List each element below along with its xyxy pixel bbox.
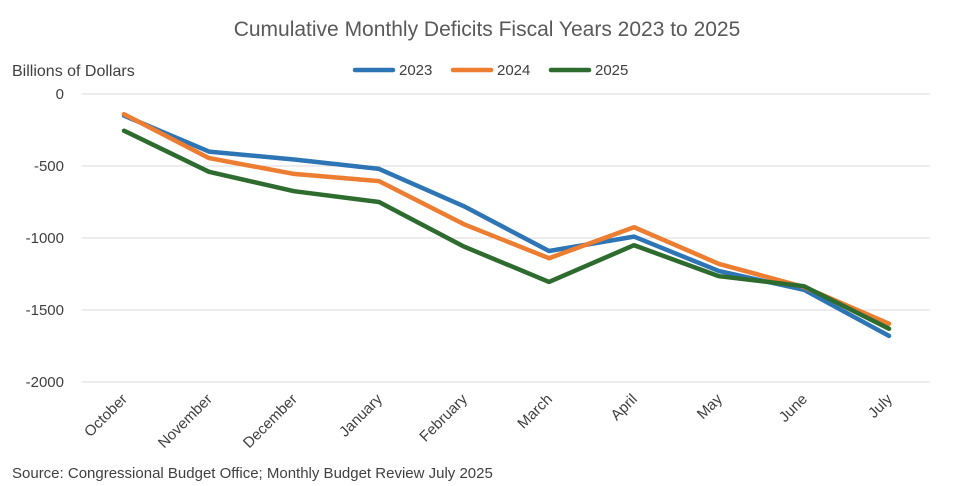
legend-label: 2024 xyxy=(497,62,530,79)
chart-title: Cumulative Monthly Deficits Fiscal Years… xyxy=(234,18,741,41)
series-line-2025 xyxy=(121,128,892,331)
legend-label: 2025 xyxy=(595,62,628,79)
series-line-2024 xyxy=(121,111,892,326)
series-line-2023 xyxy=(121,113,892,339)
y-axis-label: Billions of Dollars xyxy=(12,63,135,80)
source-note: Source: Congressional Budget Office; Mon… xyxy=(12,465,493,482)
y-tick-label: -1000 xyxy=(26,230,64,247)
y-tick-label: -2000 xyxy=(26,374,64,391)
x-axis-ticks: October November December January February Ma… xyxy=(81,390,896,451)
legend-label: 2023 xyxy=(399,62,432,79)
y-tick-label: 0 xyxy=(56,86,64,103)
x-tick-label: May xyxy=(694,390,726,422)
x-tick-label: January xyxy=(336,390,386,440)
legend: 2023 2024 2025 xyxy=(352,62,628,79)
series-lines xyxy=(121,111,892,339)
x-tick-label: June xyxy=(776,391,811,426)
x-tick-label: July xyxy=(865,390,896,421)
x-tick-label: December xyxy=(240,391,301,452)
x-tick-label: October xyxy=(81,391,131,441)
x-tick-label: February xyxy=(416,390,471,445)
gridlines xyxy=(82,93,930,383)
x-tick-label: March xyxy=(514,391,555,432)
y-axis-ticks: 0 -500 -1000 -1500 -2000 xyxy=(26,86,64,391)
x-tick-label: April xyxy=(608,391,641,424)
y-tick-label: -500 xyxy=(34,158,64,175)
y-tick-label: -1500 xyxy=(26,302,64,319)
x-tick-label: November xyxy=(155,391,216,452)
